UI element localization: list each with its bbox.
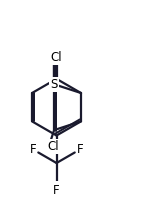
Text: S: S (50, 78, 58, 91)
Text: Cl: Cl (48, 140, 59, 153)
Text: F: F (77, 143, 84, 156)
Text: F: F (29, 143, 36, 156)
Text: F: F (53, 184, 60, 197)
Text: Cl: Cl (51, 51, 62, 64)
